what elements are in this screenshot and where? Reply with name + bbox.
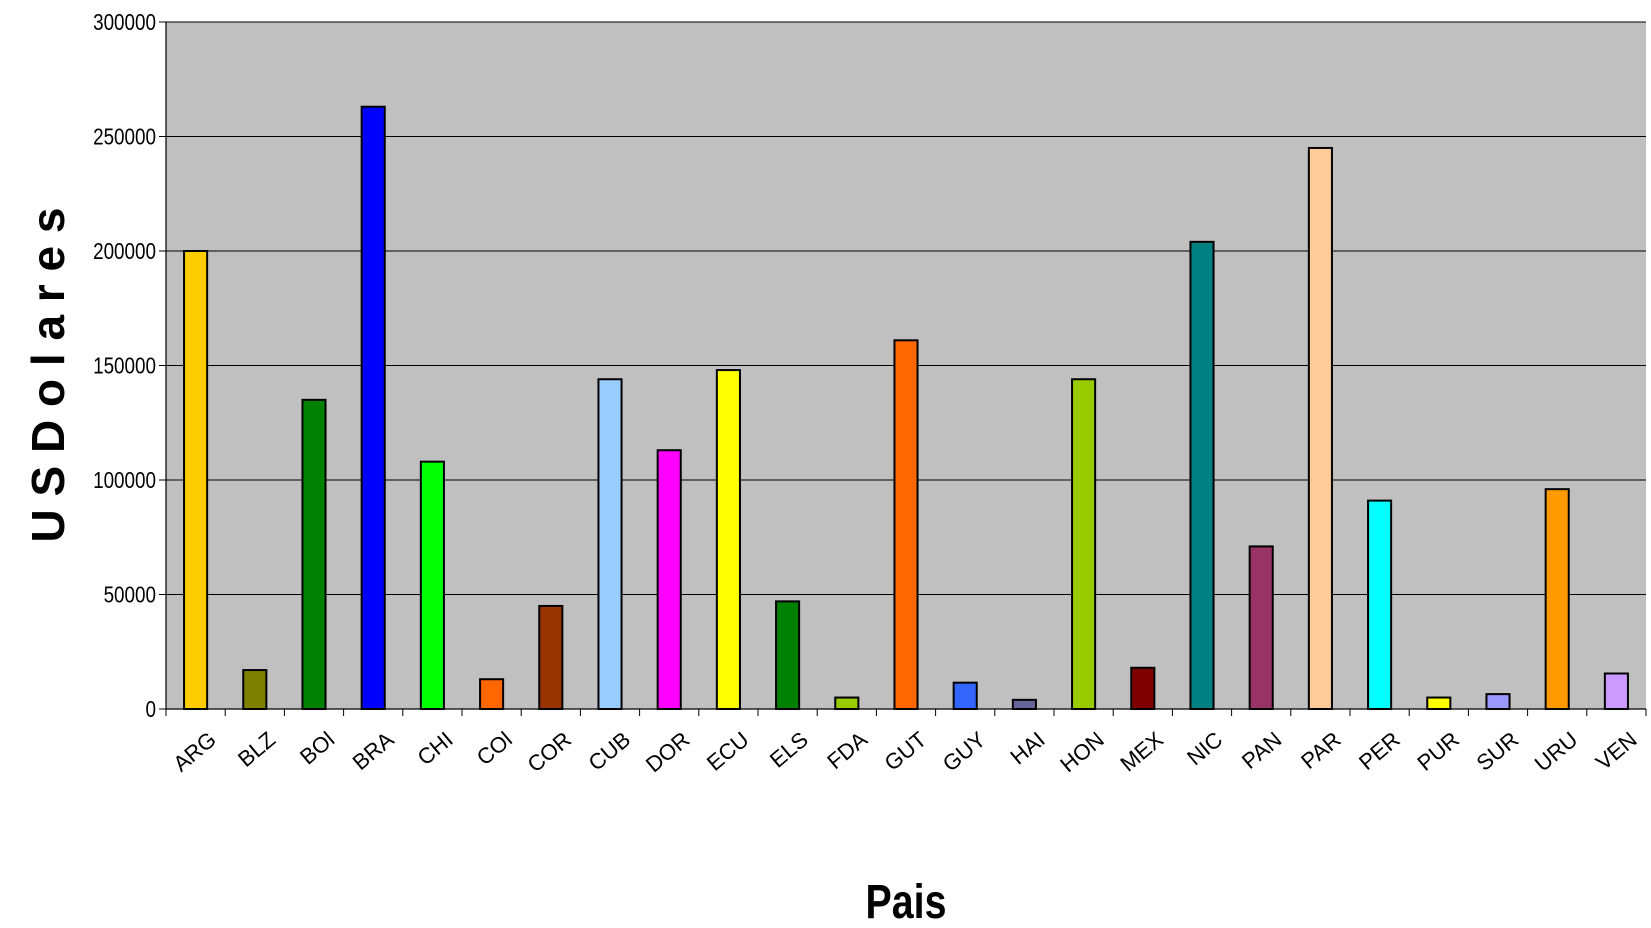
y-tick-label: 0 [146,697,156,722]
bar-blz [242,669,268,711]
bar-hai [1011,698,1037,711]
x-tick-label: SUR [1472,727,1524,776]
bar-pur [1426,696,1452,710]
bar-gut [893,339,919,710]
x-tick-label: BRA [348,726,399,774]
bar-per [1367,499,1393,710]
bar-col [479,678,505,710]
bar-els [775,600,801,710]
x-axis-title: Pais [866,875,947,928]
bar-bra [360,105,386,711]
bar-fda [834,696,860,710]
x-tick-label: COR [522,727,576,778]
x-tick-label: ECU [702,727,754,776]
y-tick-labels: 0 50000 100000 150000 200000 250000 300000 [93,10,156,722]
bar-bol [301,398,327,710]
x-tick-label: PER [1354,727,1405,775]
y-tick-label: 250000 [93,125,156,150]
bar-pan [1248,545,1274,710]
bar-arg [183,250,209,710]
bar-uru [1544,488,1570,710]
x-tick-labels: ARG BLZ BOl BRA CHI COl COR CUB DOR ECU ELS FDA GUT G… [168,726,1641,777]
x-tick-label: HAI [1005,727,1049,770]
y-tick-label: 200000 [93,239,156,264]
bar-sur [1485,693,1511,710]
y-tick-label: 300000 [93,10,156,35]
x-tick-label: HON [1055,727,1109,778]
x-tick-label: VEN [1591,727,1642,775]
axes [159,21,1647,716]
bar-mex [1130,666,1156,711]
x-tick-label: PAN [1237,727,1286,774]
x-tick-label: DOR [641,727,695,778]
bar-cub [597,378,623,710]
x-tick-label: BOl [295,727,339,770]
y-axis-title: U S D o l a r e s [22,208,74,543]
bar-hon [1071,378,1097,710]
x-tick-label: GUT [880,727,932,776]
x-tick-label: CHI [413,727,458,771]
x-tick-label: COl [472,727,517,771]
x-tick-label: NIC [1182,727,1227,771]
y-tick-label: 50000 [104,583,156,608]
bar-ven [1603,672,1629,711]
x-tick-label: MEX [1115,726,1168,776]
bar-nic [1189,240,1215,710]
x-tick-label: ARG [168,727,221,777]
x-tick-label: PUR [1412,727,1464,776]
x-tick-label: BLZ [233,727,280,772]
bar-chi [419,460,445,710]
x-tick-label: FDA [822,726,872,774]
bar-par [1307,146,1333,710]
bar-cor [538,604,564,711]
bar-guy [952,681,978,710]
bar-ecu [715,369,741,710]
x-tick-label: PAR [1296,727,1345,774]
x-tick-label: GUY [938,726,991,776]
x-tick-label: ELS [765,727,813,773]
y-tick-label: 150000 [93,354,156,379]
x-tick-label: CUB [584,727,636,776]
bar-dor [656,449,682,710]
x-tick-label: URU [1530,727,1583,777]
y-tick-label: 100000 [93,468,156,493]
